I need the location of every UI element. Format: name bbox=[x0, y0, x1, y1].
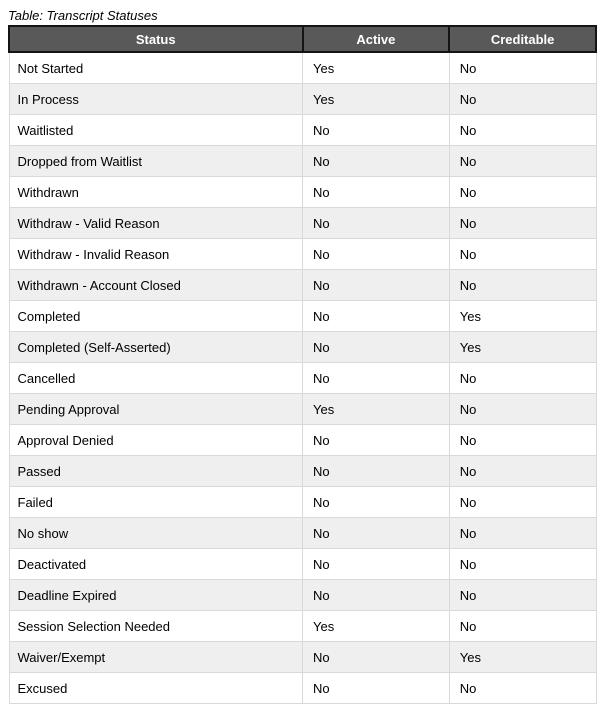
table-cell: Withdraw - Valid Reason bbox=[8, 207, 303, 239]
table-cell: Dropped from Waitlist bbox=[8, 145, 303, 177]
table-row: Failed No No bbox=[8, 486, 597, 518]
table-cell: No bbox=[448, 114, 597, 146]
table-row: Withdraw - Invalid Reason No No bbox=[8, 238, 597, 270]
table-cell: No bbox=[302, 114, 450, 146]
table-row: In Process Yes No bbox=[8, 83, 597, 115]
table-caption: Table: Transcript Statuses bbox=[8, 8, 158, 23]
table-cell: Approval Denied bbox=[8, 424, 303, 456]
table-cell: No bbox=[448, 176, 597, 208]
table-cell: Waiver/Exempt bbox=[8, 641, 303, 673]
table-cell: No bbox=[302, 300, 450, 332]
table-cell: No bbox=[302, 517, 450, 549]
table-cell: No bbox=[448, 424, 597, 456]
table-row: Completed (Self-Asserted) No Yes bbox=[8, 331, 597, 363]
table-cell: Not Started bbox=[8, 51, 303, 84]
table-cell: No bbox=[302, 207, 450, 239]
table-cell: Withdrawn - Account Closed bbox=[8, 269, 303, 301]
table-cell: No bbox=[448, 269, 597, 301]
table-cell: No bbox=[448, 393, 597, 425]
column-header-status: Status bbox=[8, 25, 304, 53]
table-cell: No bbox=[448, 362, 597, 394]
table-row: Deactivated No No bbox=[8, 548, 597, 580]
table-cell: Yes bbox=[302, 393, 450, 425]
table-row: Withdrawn No No bbox=[8, 176, 597, 208]
table-cell: Pending Approval bbox=[8, 393, 303, 425]
table-row: Withdraw - Valid Reason No No bbox=[8, 207, 597, 239]
table-cell: Yes bbox=[448, 641, 597, 673]
table-cell: Withdraw - Invalid Reason bbox=[8, 238, 303, 270]
transcript-statuses-table: Status Active Creditable Not Started Yes No I… bbox=[8, 25, 597, 704]
table-cell: Excused bbox=[8, 672, 303, 704]
table-header-row: Status Active Creditable bbox=[8, 25, 597, 53]
table-cell: No bbox=[302, 579, 450, 611]
table-cell: Waitlisted bbox=[8, 114, 303, 146]
table-cell: No bbox=[302, 269, 450, 301]
table-cell: No bbox=[448, 455, 597, 487]
table-row: Excused No No bbox=[8, 672, 597, 704]
table-cell: Completed bbox=[8, 300, 303, 332]
table-cell: Deadline Expired bbox=[8, 579, 303, 611]
table-cell: No bbox=[302, 455, 450, 487]
table-cell: Completed (Self-Asserted) bbox=[8, 331, 303, 363]
table-cell: No bbox=[448, 548, 597, 580]
table-cell: No bbox=[302, 362, 450, 394]
table-cell: No bbox=[302, 641, 450, 673]
table-cell: No bbox=[448, 486, 597, 518]
table-row: Session Selection Needed Yes No bbox=[8, 610, 597, 642]
table-cell: No bbox=[448, 238, 597, 270]
table-cell: No bbox=[448, 610, 597, 642]
table-cell: No bbox=[302, 424, 450, 456]
table-row: Cancelled No No bbox=[8, 362, 597, 394]
table-cell: No bbox=[302, 672, 450, 704]
column-header-creditable: Creditable bbox=[448, 25, 597, 53]
table-cell: Deactivated bbox=[8, 548, 303, 580]
table-cell: Cancelled bbox=[8, 362, 303, 394]
table-cell: Yes bbox=[448, 331, 597, 363]
table-cell: No bbox=[448, 207, 597, 239]
table-cell: No bbox=[448, 83, 597, 115]
table-cell: Passed bbox=[8, 455, 303, 487]
table-row: Passed No No bbox=[8, 455, 597, 487]
table-row: Withdrawn - Account Closed No No bbox=[8, 269, 597, 301]
table-row: Approval Denied No No bbox=[8, 424, 597, 456]
table-cell: No bbox=[302, 486, 450, 518]
table-cell: Failed bbox=[8, 486, 303, 518]
table-cell: No bbox=[448, 145, 597, 177]
table-cell: No bbox=[302, 548, 450, 580]
table-body: Not Started Yes No In Process Yes No Waitliste… bbox=[8, 51, 597, 704]
table-cell: No bbox=[302, 145, 450, 177]
table-row: Not Started Yes No bbox=[8, 51, 597, 84]
table-row: Completed No Yes bbox=[8, 300, 597, 332]
table-cell: Yes bbox=[302, 51, 450, 84]
table-row: No show No No bbox=[8, 517, 597, 549]
table-row: Pending Approval Yes No bbox=[8, 393, 597, 425]
table-cell: No bbox=[302, 238, 450, 270]
table-row: Dropped from Waitlist No No bbox=[8, 145, 597, 177]
table-row: Waitlisted No No bbox=[8, 114, 597, 146]
table-cell: Yes bbox=[302, 83, 450, 115]
table-cell: Session Selection Needed bbox=[8, 610, 303, 642]
table-cell: No bbox=[302, 331, 450, 363]
table-cell: No bbox=[448, 51, 597, 84]
table-cell: Yes bbox=[448, 300, 597, 332]
table-cell: In Process bbox=[8, 83, 303, 115]
column-header-active: Active bbox=[301, 25, 451, 53]
table-row: Waiver/Exempt No Yes bbox=[8, 641, 597, 673]
table-cell: No show bbox=[8, 517, 303, 549]
table-cell: No bbox=[448, 672, 597, 704]
table-cell: No bbox=[302, 176, 450, 208]
table-row: Deadline Expired No No bbox=[8, 579, 597, 611]
table-cell: No bbox=[448, 579, 597, 611]
table-cell: Withdrawn bbox=[8, 176, 303, 208]
table-header: Status Active Creditable bbox=[8, 25, 597, 53]
table-cell: Yes bbox=[302, 610, 450, 642]
table-cell: No bbox=[448, 517, 597, 549]
